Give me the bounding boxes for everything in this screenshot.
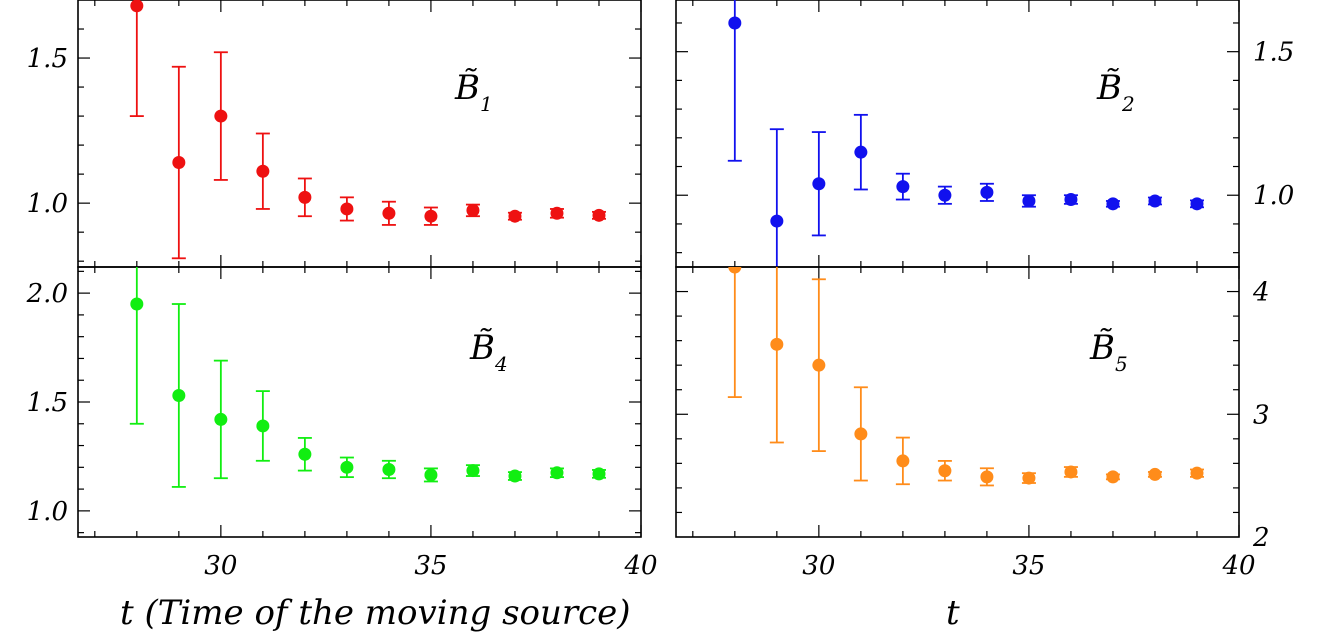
panel-b5-label-sub: 5	[1115, 352, 1128, 376]
panel-b1-plot: 1.0 1.5	[27, 0, 642, 267]
data-point-b1-37	[508, 209, 522, 223]
panel-b5-label: B̃5	[1089, 328, 1128, 376]
data-point-b1-35	[424, 209, 438, 223]
panel-b4: 1.0 1.5 2.0 B̃4	[26, 266, 642, 538]
x-tick-label-right-40: 40	[1221, 551, 1255, 581]
data-point-b5-35	[1022, 471, 1036, 485]
panel-b5-label-main: B̃	[1089, 328, 1115, 368]
data-point-b5-39	[1190, 466, 1204, 480]
data-point-b4-30	[214, 412, 228, 426]
data-point-b5-28	[728, 267, 742, 274]
panel-b4-label-sub: 4	[494, 352, 508, 376]
y-tick-label-b1-1.5: 1.5	[27, 44, 68, 74]
x-tick-label-left-30: 30	[204, 551, 237, 581]
data-point-b1-34	[382, 206, 396, 220]
y-tick-label-b4-2.0: 2.0	[26, 279, 68, 309]
x-tick-labels: 30 35 40 30 35 40	[204, 551, 1255, 581]
data-point-b4-38	[550, 466, 564, 480]
panel-b4-label: B̃4	[469, 328, 508, 376]
data-point-b5-29	[770, 337, 784, 351]
data-point-b1-32	[298, 190, 312, 204]
data-point-b4-37	[508, 469, 522, 483]
x-tick-label-left-40: 40	[623, 551, 657, 581]
panel-b2-plot: 1.0 1.5	[676, 0, 1294, 267]
y-tick-label-b1-1.0: 1.0	[27, 189, 68, 219]
data-point-b2-31	[854, 145, 868, 159]
data-point-b2-34	[980, 185, 994, 199]
panel-b5-frame	[675, 266, 1240, 538]
data-point-b2-32	[896, 180, 910, 194]
data-point-b2-38	[1148, 194, 1162, 208]
y-tick-label-b5-2: 2	[1252, 523, 1270, 553]
data-point-b5-32	[896, 454, 910, 468]
data-point-b2-35	[1022, 194, 1036, 208]
data-point-b4-28	[130, 297, 144, 311]
panel-b4-label-main: B̃	[469, 328, 495, 368]
data-point-b4-39	[592, 467, 606, 481]
panel-b4-plot: 1.0 1.5 2.0	[26, 267, 642, 537]
x-tick-label-right-30: 30	[802, 551, 835, 581]
data-point-b5-30	[812, 358, 826, 372]
panel-b1-label-sub: 1	[480, 92, 493, 116]
data-point-b2-28	[728, 16, 742, 30]
data-point-b2-30	[812, 177, 826, 191]
data-point-b2-37	[1106, 197, 1120, 211]
data-point-b1-39	[592, 208, 606, 222]
data-point-b4-29	[172, 388, 186, 402]
panel-b2: 1.0 1.5 B̃2	[675, 0, 1294, 268]
data-point-b1-36	[466, 203, 480, 217]
panel-b2-label: B̃2	[1096, 68, 1135, 116]
error-bar-b5-28	[727, 267, 742, 398]
data-point-b1-31	[256, 164, 270, 178]
error-bar-b1-28	[129, 0, 144, 117]
y-tick-label-b5-4: 4	[1252, 278, 1270, 308]
data-point-b1-33	[340, 202, 354, 216]
panel-b2-frame	[675, 0, 1240, 268]
x-tick-label-right-35: 35	[1012, 551, 1045, 581]
y-tick-label-b2-1.0: 1.0	[1253, 181, 1294, 211]
data-point-b4-33	[340, 460, 354, 474]
data-point-b4-36	[466, 464, 480, 478]
data-point-b5-33	[938, 464, 952, 478]
data-point-b5-34	[980, 470, 994, 484]
data-point-b5-38	[1148, 467, 1162, 481]
x-axis-label-right: t	[946, 593, 960, 633]
panel-b5-plot: 2 3 4	[676, 267, 1270, 553]
panel-b2-label-main: B̃	[1096, 68, 1122, 108]
data-point-b4-34	[382, 463, 396, 476]
data-point-b2-39	[1190, 197, 1204, 211]
data-point-b4-31	[256, 419, 270, 433]
data-point-b2-33	[938, 188, 952, 202]
data-point-b2-36	[1064, 193, 1078, 207]
panel-b1-label: B̃1	[454, 68, 493, 116]
data-point-b1-29	[172, 156, 186, 170]
y-tick-label-b5-3: 3	[1253, 400, 1270, 430]
x-tick-label-left-35: 35	[414, 551, 447, 581]
panel-b1-label-main: B̃	[454, 68, 480, 108]
data-point-b5-37	[1106, 470, 1120, 484]
data-point-b1-38	[550, 206, 564, 220]
data-point-b4-35	[424, 468, 438, 482]
data-point-b4-32	[298, 447, 312, 461]
panel-b1-frame	[77, 0, 642, 268]
y-tick-label-b2-1.5: 1.5	[1253, 38, 1294, 68]
panel-b2-label-sub: 2	[1121, 92, 1135, 116]
data-point-b5-31	[854, 427, 868, 441]
data-point-b5-36	[1064, 465, 1078, 479]
data-point-b1-28	[130, 0, 144, 13]
data-point-b1-30	[214, 109, 228, 123]
y-tick-label-b4-1.0: 1.0	[27, 497, 68, 527]
x-axis-label-left: t (Time of the moving source)	[120, 593, 631, 633]
panel-b1: 1.0 1.5 B̃1	[27, 0, 642, 268]
panel-b5: 2 3 4 B̃5	[675, 266, 1270, 553]
data-point-b2-29	[770, 214, 784, 228]
y-tick-label-b4-1.5: 1.5	[27, 388, 68, 418]
panel-b4-frame	[77, 266, 642, 538]
